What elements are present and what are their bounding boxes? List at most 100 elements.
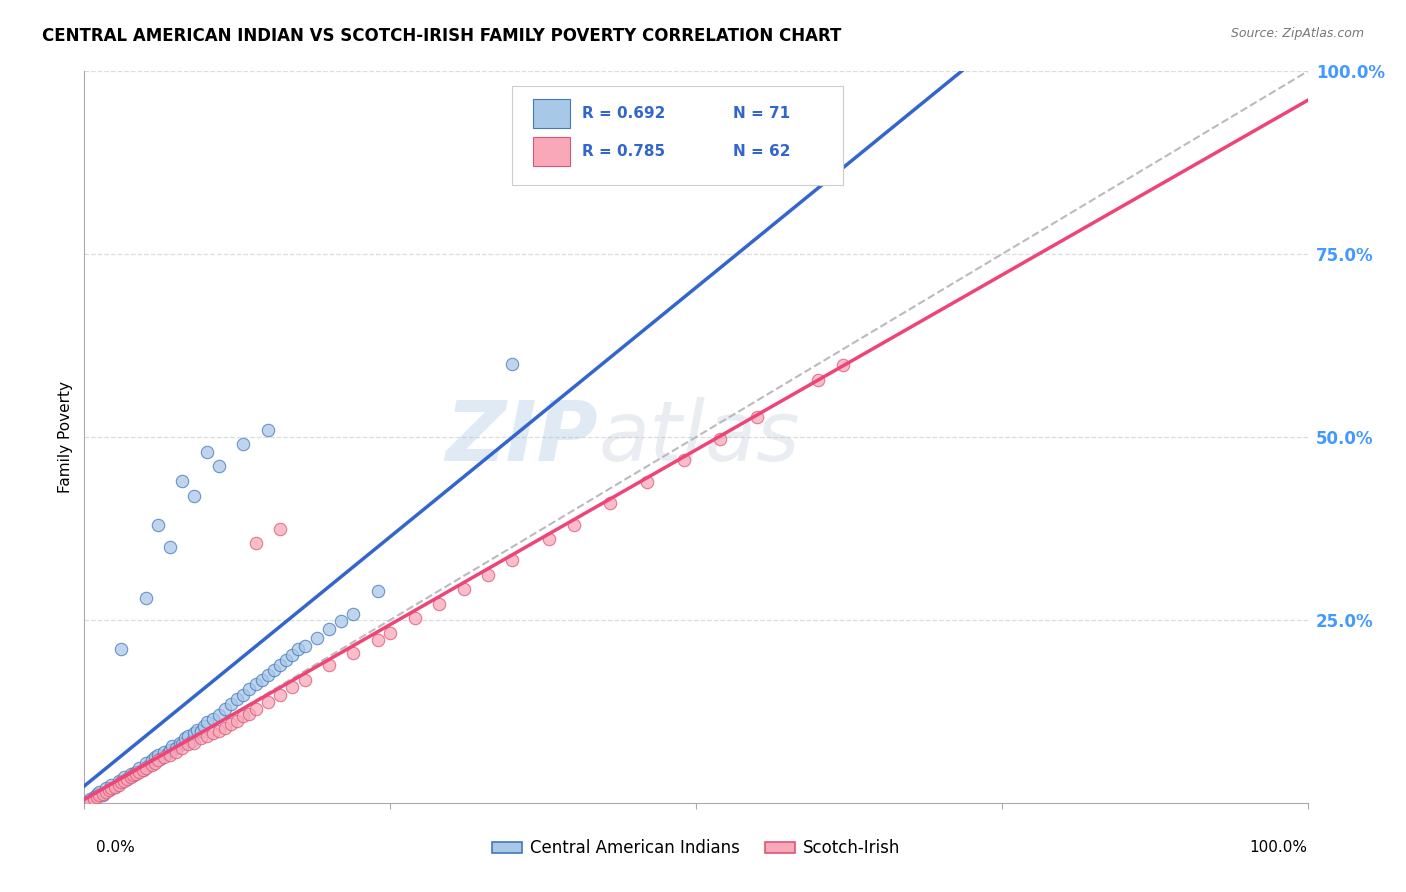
Point — [208, 459, 231, 474]
Point — [250, 673, 273, 687]
Point — [159, 743, 181, 757]
Point — [238, 682, 260, 697]
Point — [208, 708, 231, 723]
Point — [153, 745, 176, 759]
Point — [226, 714, 249, 728]
Point — [183, 489, 205, 503]
Point — [141, 753, 163, 767]
Point — [87, 789, 110, 803]
Point — [159, 540, 181, 554]
Point — [245, 677, 267, 691]
Point — [502, 357, 524, 371]
Point — [195, 729, 218, 743]
Text: N = 71: N = 71 — [733, 106, 790, 121]
Point — [330, 615, 353, 629]
FancyBboxPatch shape — [513, 86, 842, 185]
Point — [162, 739, 184, 753]
Text: ZIP: ZIP — [446, 397, 598, 477]
Text: Source: ZipAtlas.com: Source: ZipAtlas.com — [1230, 27, 1364, 40]
Point — [156, 746, 179, 760]
Point — [214, 721, 236, 735]
Point — [104, 780, 127, 794]
Point — [257, 423, 280, 437]
Point — [305, 632, 328, 646]
Text: R = 0.785: R = 0.785 — [582, 145, 665, 160]
Point — [281, 680, 304, 694]
Point — [135, 756, 157, 770]
Y-axis label: Family Poverty: Family Poverty — [58, 381, 73, 493]
Point — [201, 712, 224, 726]
Point — [219, 716, 242, 731]
Point — [672, 453, 695, 467]
Point — [135, 591, 157, 605]
Point — [380, 626, 402, 640]
Point — [226, 692, 249, 706]
Point — [238, 706, 260, 721]
Point — [172, 740, 194, 755]
Point — [269, 688, 291, 702]
Point — [257, 667, 280, 681]
Point — [107, 778, 129, 792]
Point — [97, 782, 120, 797]
Point — [190, 731, 212, 746]
Point — [709, 432, 731, 446]
Point — [110, 775, 132, 789]
Point — [146, 748, 169, 763]
Text: CENTRAL AMERICAN INDIAN VS SCOTCH-IRISH FAMILY POVERTY CORRELATION CHART: CENTRAL AMERICAN INDIAN VS SCOTCH-IRISH … — [42, 27, 842, 45]
Point — [86, 789, 108, 804]
Point — [318, 658, 340, 673]
Legend: Central American Indians, Scotch-Irish: Central American Indians, Scotch-Irish — [485, 832, 907, 864]
Point — [232, 709, 254, 723]
Point — [112, 770, 135, 784]
Point — [173, 731, 195, 746]
Point — [232, 437, 254, 451]
Point — [96, 785, 118, 799]
FancyBboxPatch shape — [533, 137, 569, 167]
Point — [294, 639, 316, 653]
Point — [96, 781, 118, 796]
Point — [120, 766, 142, 780]
Point — [201, 726, 224, 740]
Point — [263, 663, 285, 677]
Point — [172, 474, 194, 488]
Point — [122, 768, 145, 782]
Point — [100, 781, 122, 796]
Point — [367, 583, 389, 598]
Point — [427, 597, 450, 611]
Point — [107, 773, 129, 788]
Point — [599, 496, 621, 510]
Point — [186, 723, 208, 737]
Point — [747, 409, 769, 424]
Point — [181, 733, 204, 747]
Point — [477, 567, 499, 582]
Point — [287, 642, 309, 657]
Point — [143, 750, 166, 764]
Point — [257, 695, 280, 709]
Point — [367, 633, 389, 648]
Point — [100, 778, 122, 792]
Point — [128, 765, 150, 780]
Point — [135, 761, 157, 775]
Text: 100.0%: 100.0% — [1250, 840, 1308, 855]
Point — [86, 787, 108, 801]
Point — [245, 536, 267, 550]
Text: 0.0%: 0.0% — [96, 840, 135, 855]
Point — [502, 553, 524, 567]
Point — [110, 775, 132, 789]
Point — [269, 521, 291, 535]
Point — [83, 792, 105, 806]
Point — [195, 444, 218, 458]
Point — [831, 359, 853, 373]
Point — [125, 765, 148, 780]
Point — [146, 753, 169, 767]
Point — [281, 648, 304, 662]
Point — [153, 750, 176, 764]
Point — [177, 737, 200, 751]
Point — [193, 719, 215, 733]
Point — [120, 770, 142, 784]
Point — [183, 726, 205, 740]
FancyBboxPatch shape — [533, 99, 569, 128]
Text: N = 62: N = 62 — [733, 145, 790, 160]
Point — [294, 673, 316, 687]
Point — [143, 756, 166, 770]
